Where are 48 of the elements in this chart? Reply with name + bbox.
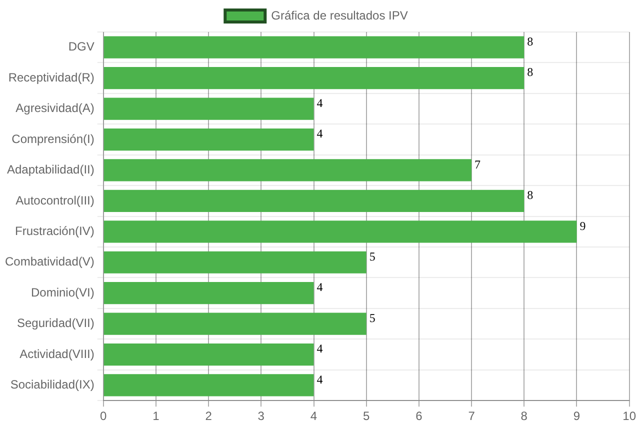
data-label: 9 [580, 218, 586, 233]
x-tick-label: 1 [152, 409, 160, 424]
legend-label: Gráfica de resultados IPV [271, 8, 408, 22]
x-tick-label: 0 [100, 409, 108, 424]
y-tick-label: Actividad(VIII) [20, 346, 94, 361]
y-tick-label: DGV [68, 40, 94, 54]
data-label: 7 [474, 157, 481, 172]
x-tick-label: 8 [520, 409, 528, 424]
bar [104, 282, 314, 304]
data-label: 4 [316, 96, 323, 110]
data-label: 4 [316, 342, 323, 356]
bar [104, 67, 524, 90]
bar [104, 190, 524, 212]
bar [104, 98, 314, 120]
y-tick-label: Combatividad(V) [4, 254, 94, 269]
data-label: 5 [369, 249, 376, 264]
bar [104, 374, 314, 396]
y-tick-label: Frustración(IV) [15, 224, 94, 238]
bar [104, 36, 524, 58]
data-label: 8 [527, 188, 534, 202]
y-tick-label: Seguridad(VII) [16, 316, 94, 330]
y-tick-label: Receptividad(R) [8, 70, 94, 84]
bar [104, 312, 366, 335]
y-tick-label: Agresividad(A) [16, 101, 94, 116]
x-tick-label: 5 [363, 409, 370, 424]
x-tick-label: 9 [573, 409, 580, 424]
y-tick-label: Sociabilidad(IX) [10, 378, 94, 392]
x-tick-label: 3 [258, 409, 265, 424]
y-tick-label: Dominio(VI) [31, 285, 94, 300]
bar [104, 251, 366, 274]
bar [104, 128, 314, 151]
y-tick-label: Adaptabilidad(II) [6, 162, 94, 177]
data-label: 8 [527, 34, 534, 48]
y-tick-label: Autocontrol(III) [16, 193, 94, 208]
bar [104, 159, 472, 182]
y-tick-label: Comprensión(I) [12, 132, 94, 146]
x-tick-label: 10 [622, 409, 636, 424]
bar [104, 220, 577, 243]
x-tick-label: 7 [468, 409, 476, 424]
data-label: 4 [316, 126, 323, 141]
data-label: 4 [316, 280, 323, 294]
x-tick-label: 6 [416, 409, 423, 424]
data-label: 5 [369, 310, 376, 325]
data-label: 8 [527, 65, 534, 80]
x-tick-label: 4 [310, 409, 318, 424]
bar [104, 343, 314, 366]
data-label: 4 [316, 372, 323, 386]
x-tick-label: 2 [205, 409, 212, 424]
